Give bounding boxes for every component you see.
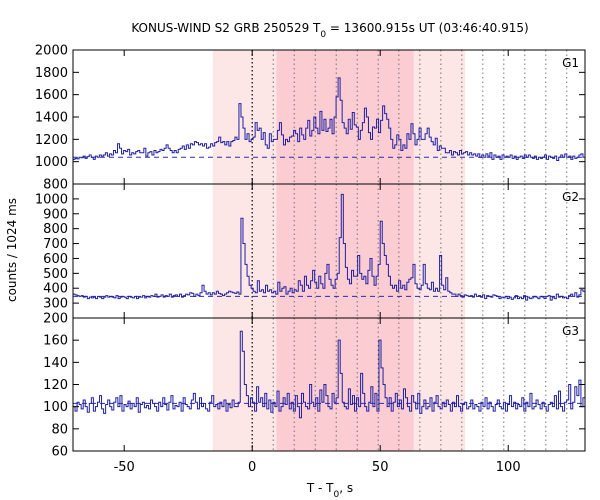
y-tick-label: 140: [43, 356, 68, 371]
y-tick-label: 1200: [35, 133, 68, 148]
x-tick-label: 0: [248, 460, 256, 475]
x-tick-label: 100: [496, 460, 521, 475]
y-tick-label: 60: [51, 445, 68, 460]
chart-title: KONUS-WIND S2 GRB 250529 T0 = 13600.915s…: [131, 21, 528, 40]
y-tick-label: 500: [43, 267, 68, 282]
panel-g3: 60 80 100 120 140 160 G3: [43, 317, 586, 460]
x-tick-label: -50: [114, 460, 135, 475]
x-tick-label: 50: [372, 460, 389, 475]
y-tick-label: 600: [43, 252, 68, 267]
y-tick-label: 1000: [35, 192, 68, 207]
x-axis-label: T - T0, s: [306, 481, 353, 500]
series-g1-histogram: [73, 77, 585, 162]
y-axis-label: counts / 1024 ms: [5, 198, 19, 302]
y-tick-label: 80: [51, 422, 68, 437]
panel-label: G3: [562, 324, 579, 338]
y-tick-label: 900: [43, 207, 68, 222]
y-tick-label: 1400: [35, 111, 68, 126]
y-tick-label: 120: [43, 378, 68, 393]
y-tick-label: 1600: [35, 88, 68, 103]
shaded-region-2: [276, 318, 414, 451]
y-tick-label: 1000: [35, 155, 68, 170]
series-g2-histogram: [73, 193, 585, 301]
y-tick-label: 800: [43, 178, 68, 193]
y-tick-label: 1800: [35, 66, 68, 81]
y-tick-label: 800: [43, 222, 68, 237]
y-tick-label: 200: [43, 312, 68, 327]
panel-g1: 800 1000 1200 1400 1600 1800 2000 G1: [35, 44, 586, 193]
y-tick-label: 160: [43, 334, 68, 349]
shaded-region-2: [276, 50, 414, 184]
y-tick-label: 700: [43, 237, 68, 252]
x-tick-labels: -50 0 50 100: [114, 460, 521, 475]
panel-label: G1: [562, 56, 579, 70]
y-tick-label: 400: [43, 282, 68, 297]
panel-label: G2: [562, 190, 579, 204]
y-tick-label: 300: [43, 297, 68, 312]
y-tick-label: 100: [43, 400, 68, 415]
series-g3-histogram: [73, 330, 585, 419]
y-tick-label: 2000: [35, 44, 68, 59]
